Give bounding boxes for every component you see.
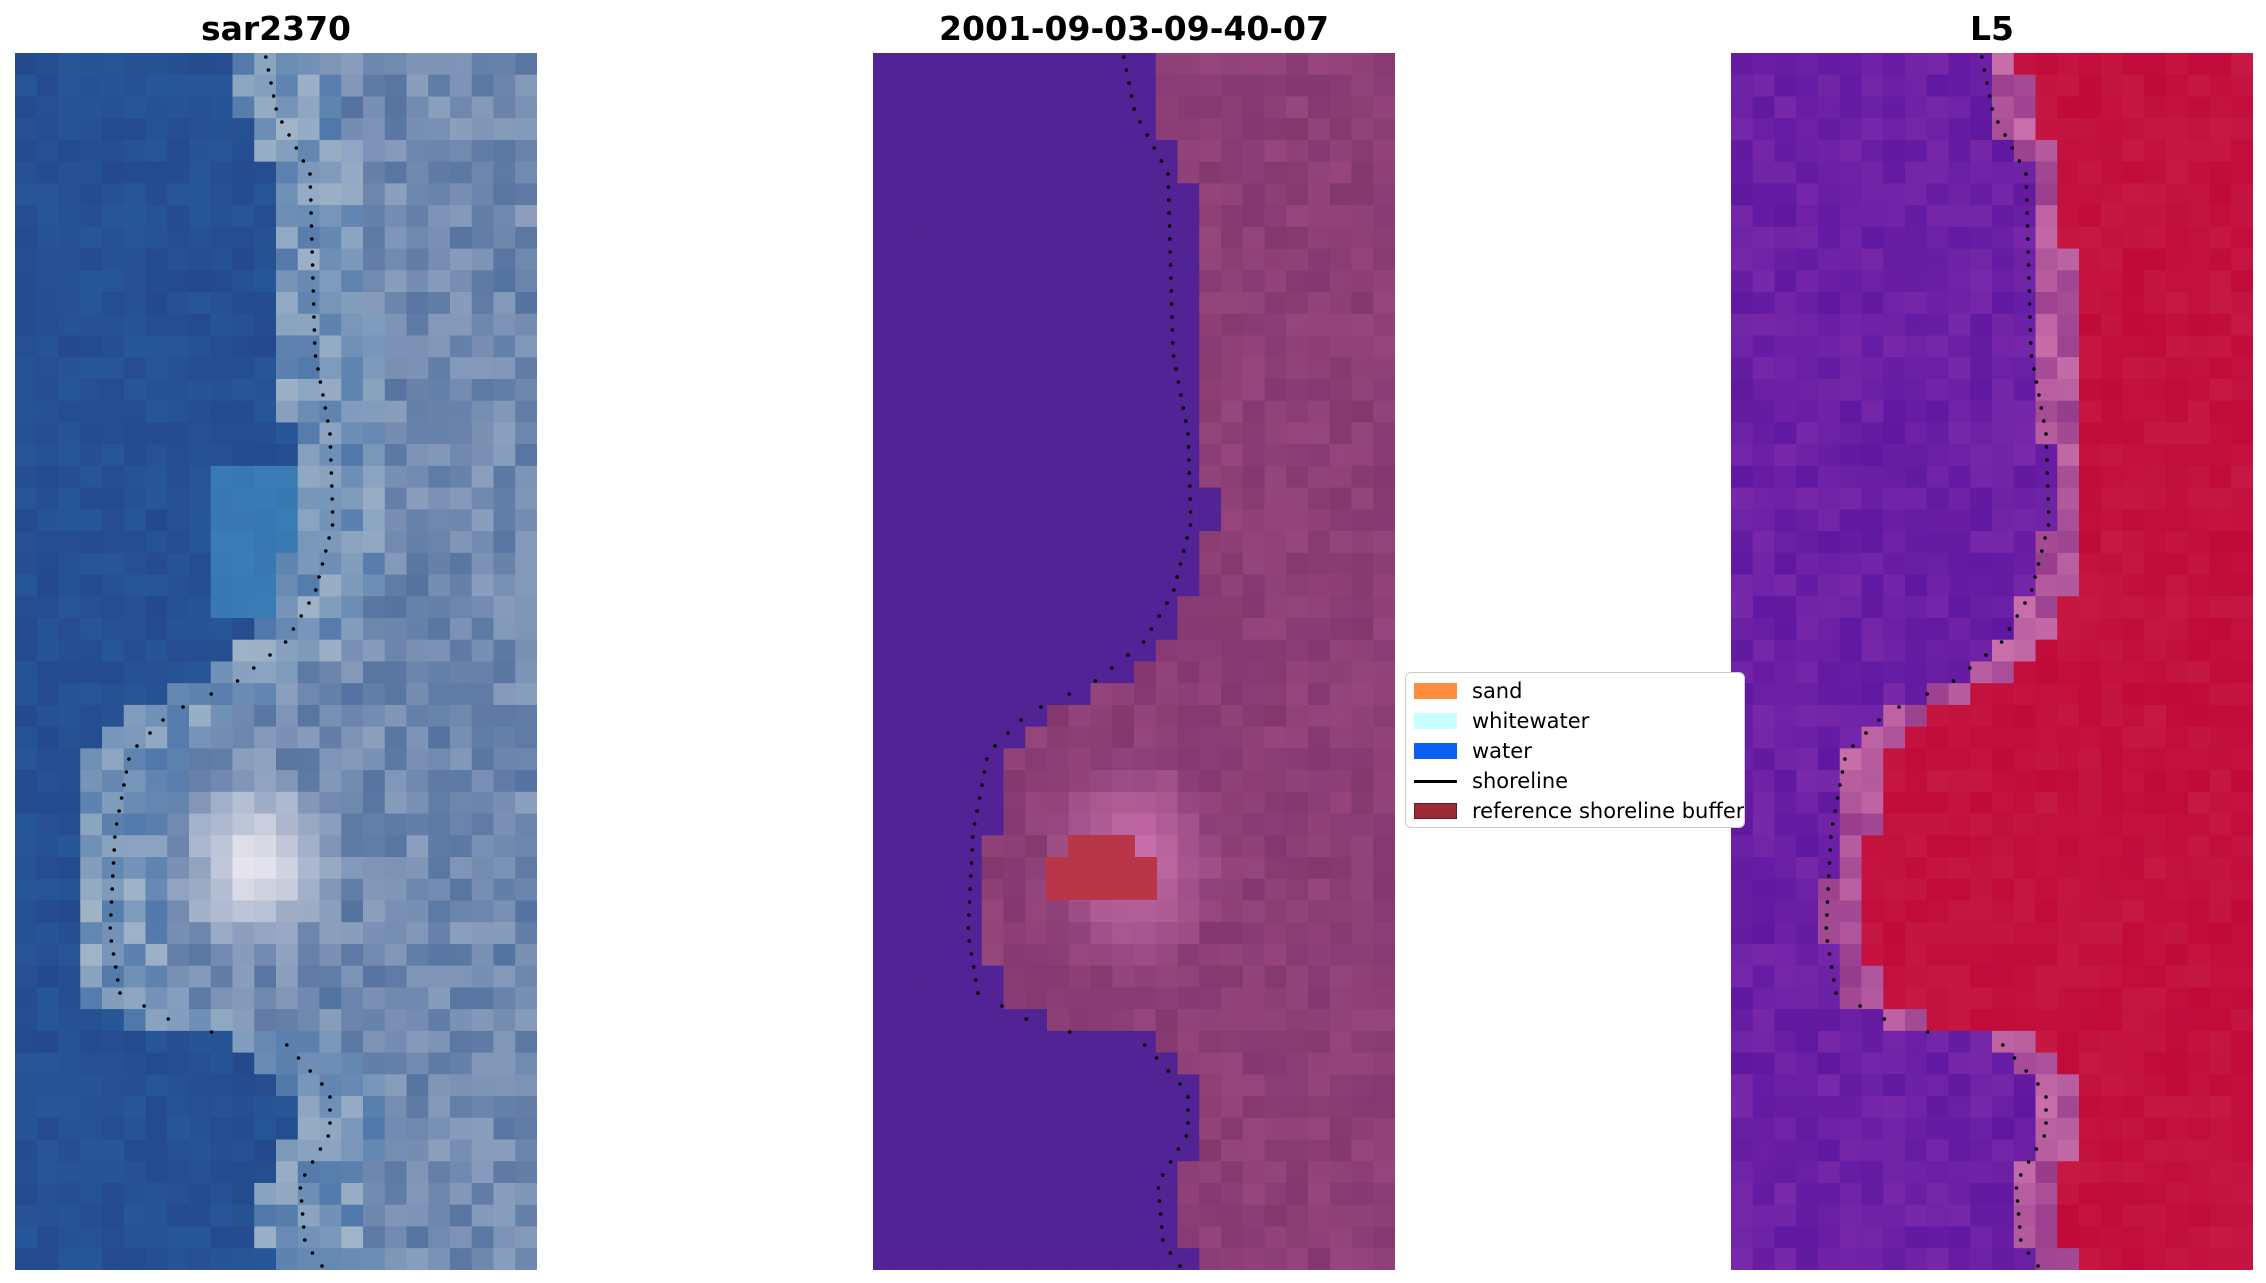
legend-label-water: water — [1472, 739, 1532, 763]
index-image — [1731, 53, 2253, 1270]
legend-label-shoreline: shoreline — [1472, 769, 1569, 793]
index-pixels — [1731, 53, 2253, 1270]
legend-swatch-water — [1414, 743, 1457, 759]
panel-title-2: 2001-09-03-09-40-07 — [939, 9, 1329, 48]
panel-title-1: sar2370 — [200, 9, 352, 48]
legend-swatch-buffer — [1414, 803, 1457, 819]
panel-title-3: L5 — [1970, 9, 2014, 48]
class-pixels — [873, 53, 1395, 1270]
rgb-pixels — [15, 53, 537, 1270]
legend-item-water: water — [1414, 736, 1532, 766]
reference-buffer-patch — [1046, 835, 1157, 900]
legend-item-whitewater: whitewater — [1414, 706, 1589, 736]
legend-line-shoreline — [1414, 779, 1457, 783]
legend-item-shoreline: shoreline — [1414, 766, 1568, 796]
satellite-rgb-image — [15, 53, 537, 1270]
legend-label-buffer: reference shoreline buffer — [1472, 799, 1745, 823]
legend-item-sand: sand — [1414, 676, 1522, 706]
shoreline-dots — [1824, 55, 2051, 1268]
legend-swatch-whitewater — [1414, 713, 1457, 729]
legend-swatch-sand — [1414, 683, 1457, 699]
shoreline-dots — [108, 55, 335, 1268]
classified-image — [873, 53, 1395, 1270]
legend-label-whitewater: whitewater — [1472, 709, 1590, 733]
shoreline-dots — [966, 55, 1193, 1268]
legend-item-buffer: reference shoreline buffer — [1414, 796, 1744, 826]
legend: sand whitewater water shoreline referenc… — [1405, 672, 1745, 828]
legend-label-sand: sand — [1472, 679, 1523, 703]
